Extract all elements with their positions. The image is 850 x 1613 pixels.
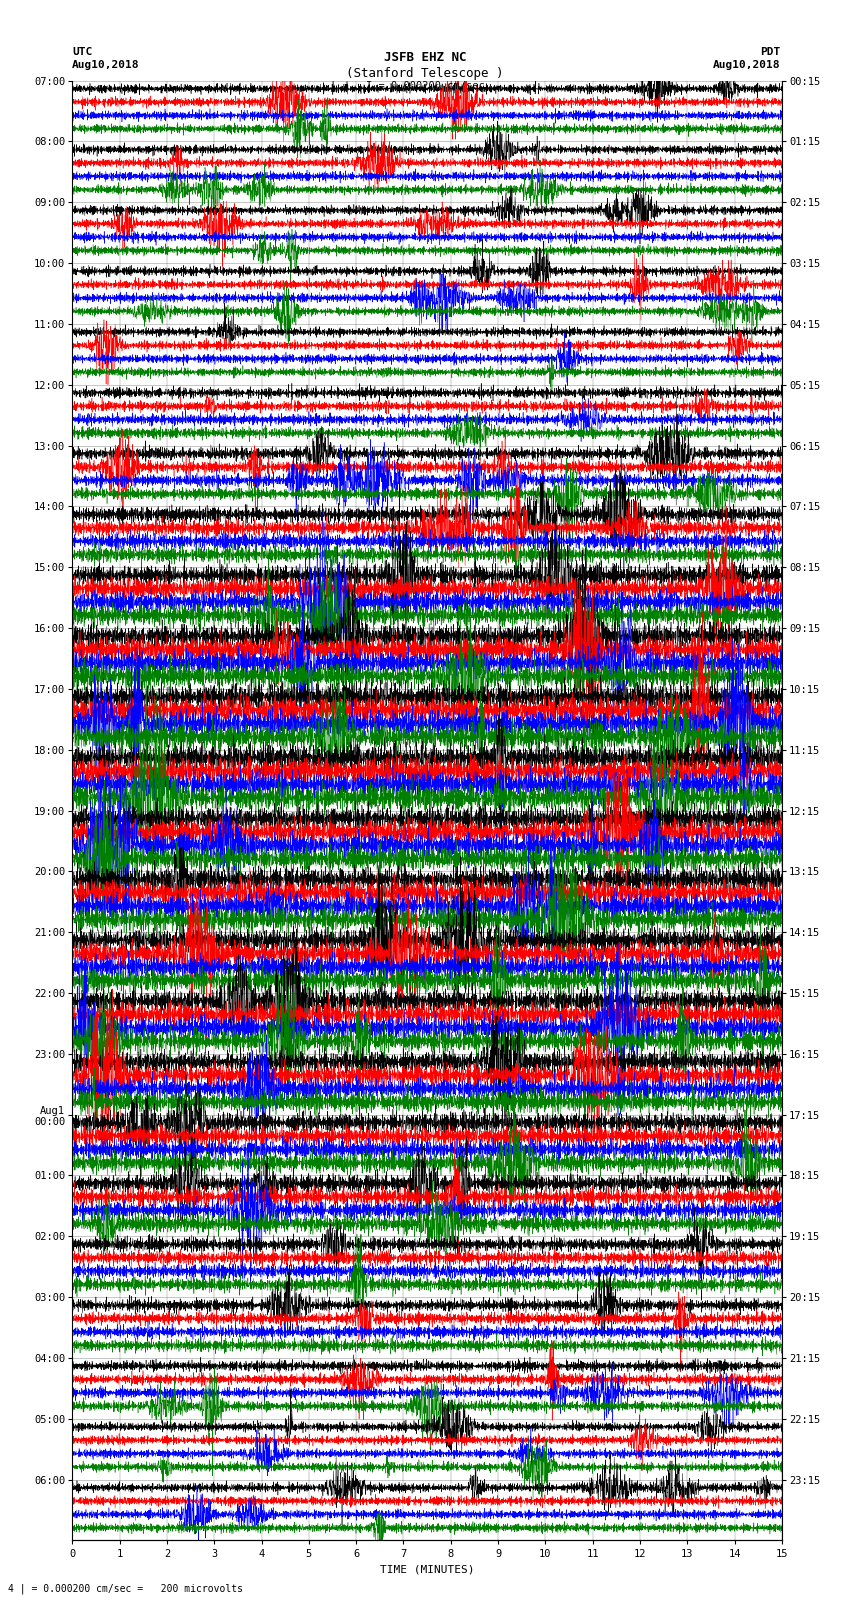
Text: PDT: PDT (760, 47, 780, 56)
Text: (Stanford Telescope ): (Stanford Telescope ) (346, 66, 504, 81)
Text: Aug10,2018: Aug10,2018 (72, 60, 139, 69)
Text: JSFB EHZ NC: JSFB EHZ NC (383, 50, 467, 65)
Text: 4 | = 0.000200 cm/sec =   200 microvolts: 4 | = 0.000200 cm/sec = 200 microvolts (8, 1582, 243, 1594)
Text: UTC: UTC (72, 47, 93, 56)
Text: Aug10,2018: Aug10,2018 (713, 60, 780, 69)
Text: I = 0.000200 cm/sec: I = 0.000200 cm/sec (366, 82, 484, 92)
X-axis label: TIME (MINUTES): TIME (MINUTES) (380, 1565, 474, 1574)
